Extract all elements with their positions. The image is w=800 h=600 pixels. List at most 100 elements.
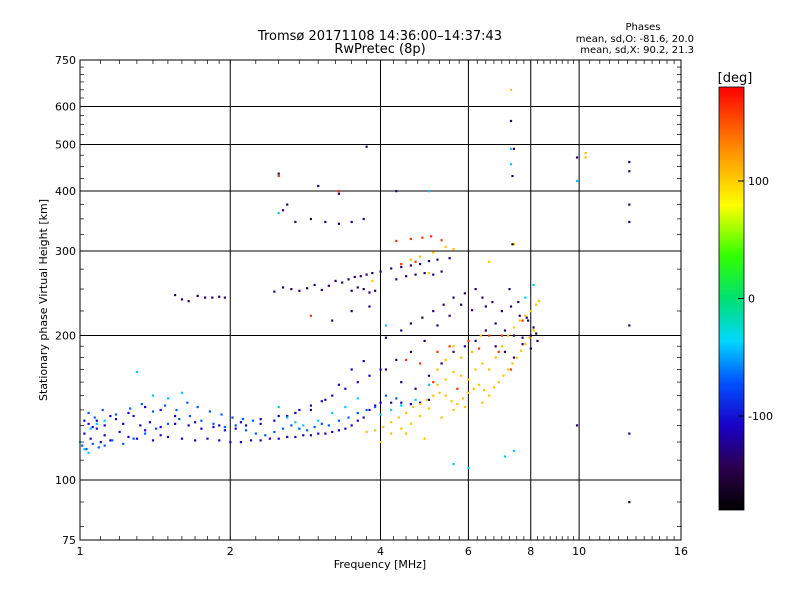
data-point: [135, 370, 139, 374]
data-point: [298, 289, 301, 292]
data-point: [344, 405, 347, 409]
data-point: [218, 424, 221, 427]
x-tick-label: 10: [572, 545, 586, 558]
data-point: [379, 270, 382, 273]
y-axis-label: Stationary phase Virtual Height [km]: [37, 199, 50, 401]
data-point: [89, 427, 92, 430]
data-point: [114, 413, 118, 416]
data-point: [456, 387, 459, 390]
data-point: [427, 398, 431, 401]
data-point: [456, 403, 459, 406]
data-point: [488, 394, 491, 397]
data-point: [166, 435, 170, 439]
data-point: [470, 309, 474, 312]
data-point: [87, 411, 90, 415]
data-point: [512, 356, 516, 359]
data-points: [79, 88, 631, 504]
data-point: [244, 424, 248, 427]
data-point: [234, 427, 237, 430]
data-point: [472, 387, 475, 390]
data-point: [395, 278, 398, 281]
data-point: [129, 407, 132, 410]
data-point: [362, 217, 365, 221]
data-point: [223, 429, 226, 432]
data-point: [139, 424, 142, 427]
colorbar: [deg] 100 0 -100: [718, 71, 773, 511]
data-point: [382, 425, 385, 429]
data-point: [95, 419, 98, 422]
data-point: [159, 408, 162, 412]
data-point: [89, 437, 92, 440]
data-point: [93, 416, 96, 419]
data-point: [151, 394, 155, 397]
data-point: [188, 414, 192, 418]
data-point: [337, 190, 341, 193]
data-point: [122, 442, 125, 445]
data-point: [524, 296, 527, 299]
data-point: [414, 398, 417, 401]
data-point: [379, 441, 382, 444]
y-tick-label: 300: [55, 245, 76, 258]
data-point: [517, 300, 520, 304]
data-point: [337, 383, 341, 386]
y-tick-label: 200: [55, 330, 76, 343]
data-point: [294, 435, 297, 439]
data-point: [356, 286, 359, 289]
data-point: [390, 421, 393, 424]
data-point: [178, 418, 181, 421]
data-point: [494, 322, 497, 325]
data-point: [302, 424, 305, 427]
data-point: [521, 319, 524, 322]
data-point: [103, 444, 106, 447]
data-point: [395, 239, 398, 243]
data-point: [350, 424, 353, 427]
data-point: [481, 401, 484, 404]
data-point: [132, 437, 135, 440]
data-point: [286, 435, 289, 439]
data-point: [436, 324, 439, 327]
data-point: [337, 192, 341, 195]
data-point: [356, 397, 359, 400]
data-point: [347, 416, 350, 419]
colorbar-tick-label: -100: [748, 410, 773, 423]
data-point: [317, 432, 320, 435]
data-point: [575, 156, 579, 159]
data-point: [405, 358, 408, 362]
data-point: [463, 292, 466, 295]
data-point: [194, 439, 197, 442]
data-point: [212, 422, 215, 425]
data-point: [127, 411, 130, 415]
data-point: [395, 397, 398, 400]
data-point: [277, 437, 280, 440]
grid-lines: [80, 60, 681, 540]
data-point: [419, 414, 422, 418]
data-point: [524, 343, 527, 346]
data-point: [628, 220, 631, 224]
data-point: [509, 119, 513, 123]
data-point: [286, 203, 289, 206]
data-point: [395, 190, 398, 193]
data-point: [400, 262, 403, 266]
data-point: [409, 258, 412, 261]
data-point: [467, 339, 470, 343]
data-point: [409, 322, 412, 325]
data-point: [151, 439, 155, 442]
data-point: [467, 378, 470, 381]
data-point: [535, 303, 538, 306]
data-point: [83, 432, 86, 435]
data-point: [509, 88, 513, 92]
phases-header: Phases: [625, 22, 660, 33]
data-point: [277, 174, 280, 178]
data-point: [368, 291, 371, 294]
data-point: [309, 217, 312, 221]
data-point: [537, 300, 540, 303]
data-point: [436, 368, 439, 371]
data-point: [99, 441, 102, 444]
data-point: [503, 455, 507, 458]
data-point: [320, 422, 323, 425]
data-point: [356, 411, 359, 415]
data-point: [397, 416, 400, 419]
data-point: [518, 314, 521, 317]
data-point: [628, 500, 631, 504]
data-point: [231, 416, 234, 419]
